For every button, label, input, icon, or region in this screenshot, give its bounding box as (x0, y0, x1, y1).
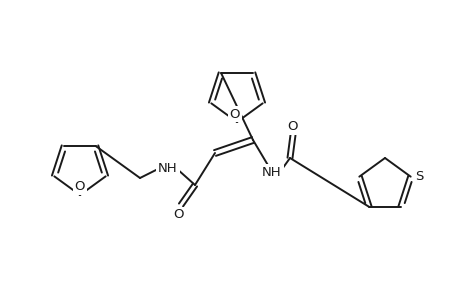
Text: S: S (414, 170, 423, 183)
Text: O: O (174, 208, 184, 221)
Text: O: O (229, 107, 240, 121)
Text: O: O (287, 121, 297, 134)
Text: NH: NH (262, 166, 281, 178)
Text: NH: NH (158, 161, 178, 175)
Text: O: O (74, 181, 85, 194)
